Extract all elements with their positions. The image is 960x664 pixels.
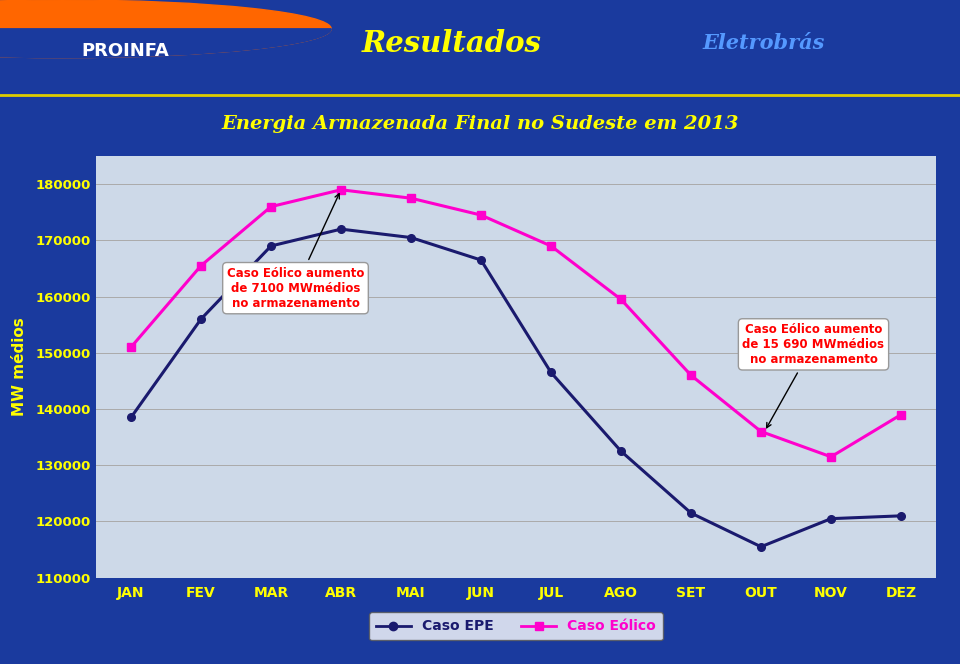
- Text: Caso Eólico aumento
de 7100 MWmédios
no armazenamento: Caso Eólico aumento de 7100 MWmédios no …: [227, 194, 364, 309]
- Caso Eólico: [545, 242, 557, 250]
- Caso EPE: [265, 242, 276, 250]
- Caso EPE: [545, 369, 557, 376]
- Caso EPE: [756, 542, 767, 550]
- Caso Eólico: [195, 262, 206, 270]
- Caso EPE: [125, 414, 136, 422]
- Caso EPE: [335, 225, 347, 233]
- Caso Eólico: [685, 371, 697, 379]
- Caso EPE: [896, 512, 907, 520]
- Text: Energia Armazenada Final no Sudeste em 2013: Energia Armazenada Final no Sudeste em 2…: [221, 114, 739, 133]
- Text: Caso Eólico aumento
de 15 690 MWmédios
no armazenamento: Caso Eólico aumento de 15 690 MWmédios n…: [742, 323, 884, 428]
- Caso Eólico: [405, 194, 417, 202]
- Legend: Caso EPE, Caso Eólico: Caso EPE, Caso Eólico: [369, 612, 663, 640]
- Text: Eletrobrás: Eletrobrás: [702, 33, 825, 53]
- Caso EPE: [685, 509, 697, 517]
- Caso Eólico: [896, 410, 907, 418]
- Text: PROINFA: PROINFA: [82, 42, 169, 60]
- Caso Eólico: [125, 343, 136, 351]
- Circle shape: [0, 0, 331, 58]
- Caso Eólico: [756, 428, 767, 436]
- Y-axis label: MW médios: MW médios: [12, 317, 27, 416]
- Caso EPE: [475, 256, 487, 264]
- Text: Resultados: Resultados: [361, 29, 541, 58]
- Caso EPE: [195, 315, 206, 323]
- Wedge shape: [0, 29, 331, 58]
- Caso Eólico: [475, 211, 487, 219]
- Caso EPE: [405, 234, 417, 242]
- Line: Caso Eólico: Caso Eólico: [127, 186, 905, 461]
- Caso Eólico: [335, 186, 347, 194]
- Caso Eólico: [265, 203, 276, 210]
- Caso EPE: [826, 515, 837, 523]
- Line: Caso EPE: Caso EPE: [127, 225, 905, 550]
- Caso Eólico: [826, 453, 837, 461]
- Caso EPE: [615, 448, 627, 456]
- Caso Eólico: [615, 295, 627, 303]
